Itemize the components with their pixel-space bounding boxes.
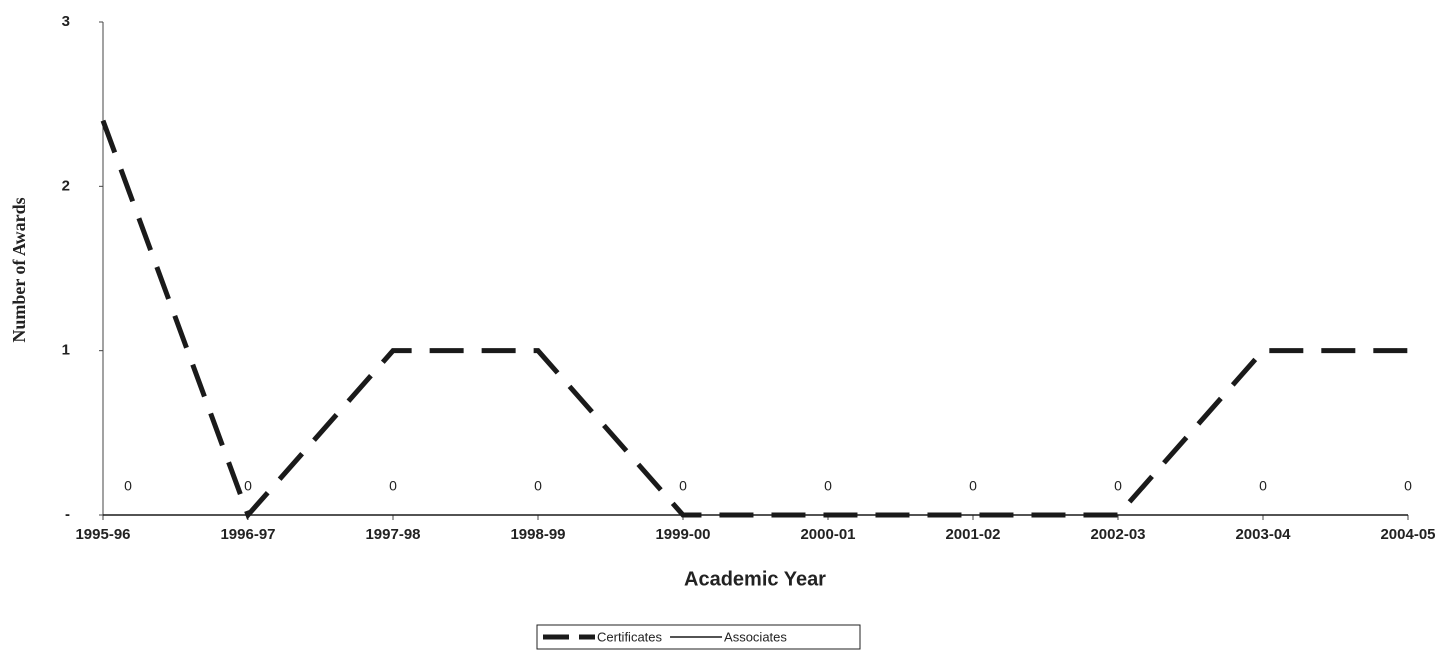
x-tick-label: 2002-03	[1090, 526, 1145, 543]
data-label: 0	[1259, 478, 1267, 494]
y-tick-label: -	[65, 506, 70, 523]
legend-label: Certificates	[597, 629, 663, 644]
x-tick-label: 1998-99	[510, 526, 565, 543]
x-tick-label: 1996-97	[220, 526, 275, 543]
data-label: 0	[534, 478, 542, 494]
y-tick-label: 2	[62, 177, 70, 194]
x-tick-label: 1999-00	[655, 526, 710, 543]
x-tick-label: 2001-02	[945, 526, 1000, 543]
data-label: 0	[969, 478, 977, 494]
y-tick-label: 3	[62, 13, 70, 30]
data-label: 0	[679, 478, 687, 494]
series-line	[100, 119, 1408, 520]
x-tick-label: 2003-04	[1235, 526, 1291, 543]
data-label: 0	[1404, 478, 1412, 494]
x-tick-label: 1997-98	[365, 526, 420, 543]
data-label: 0	[124, 478, 132, 494]
data-label: 0	[1114, 478, 1122, 494]
x-tick-label: 2000-01	[800, 526, 855, 543]
y-tick-label: 1	[62, 342, 70, 359]
legend-label: Associates	[724, 629, 787, 644]
data-label: 0	[389, 478, 397, 494]
x-axis-title: Academic Year	[684, 568, 826, 590]
x-tick-label: 2004-05	[1380, 526, 1435, 543]
data-label: 0	[244, 478, 252, 494]
y-axis-title: Number of Awards	[9, 197, 29, 342]
data-label: 0	[824, 478, 832, 494]
x-tick-label: 1995-96	[75, 526, 130, 543]
